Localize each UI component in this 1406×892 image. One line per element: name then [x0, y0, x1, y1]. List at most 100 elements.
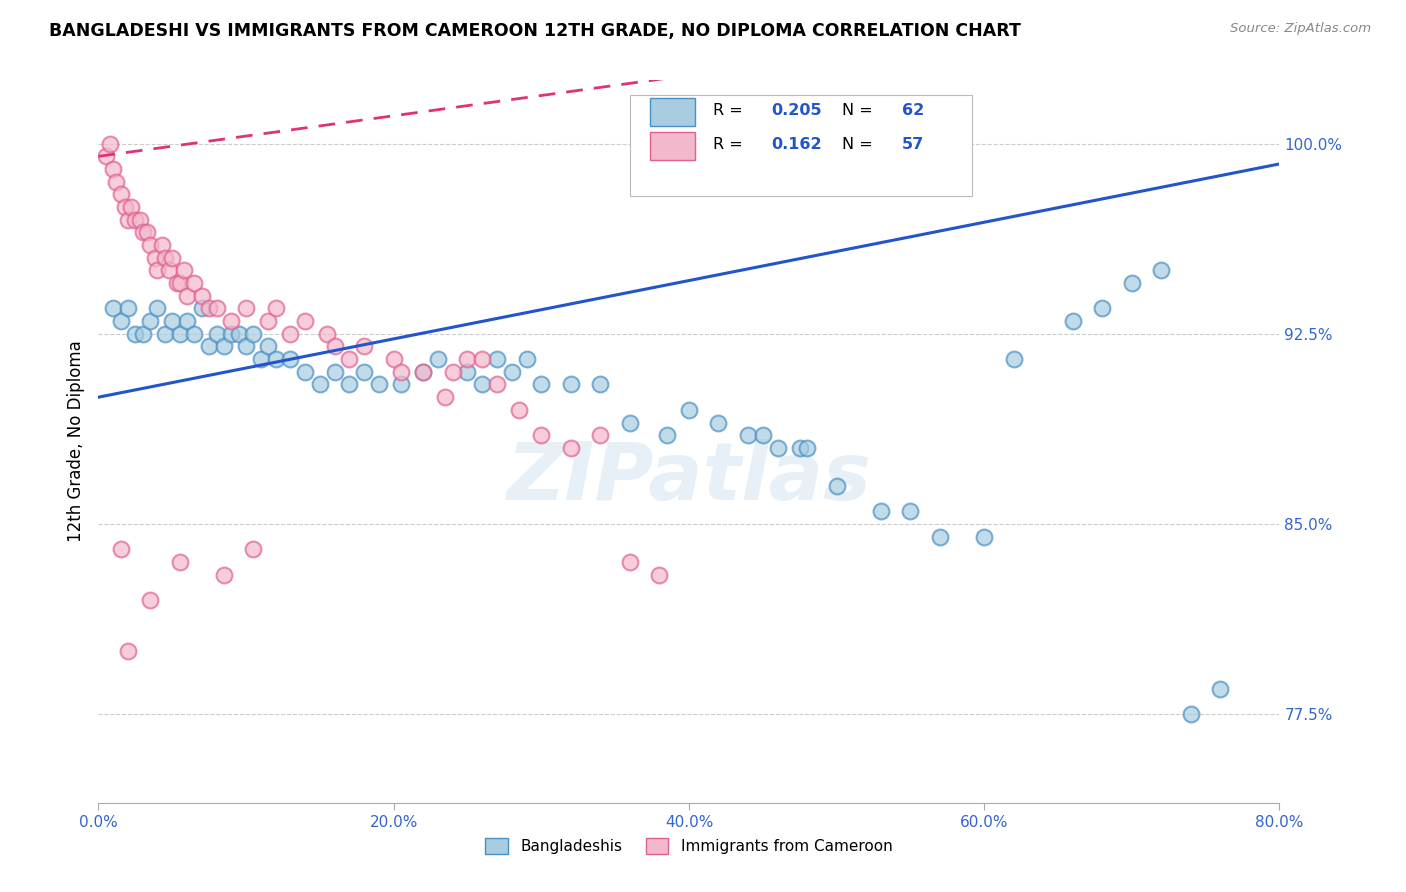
- Point: [198, 301, 221, 316]
- Text: 57: 57: [901, 137, 924, 153]
- Point: [1091, 301, 1114, 316]
- Point: [486, 377, 509, 392]
- Point: [619, 555, 641, 569]
- Point: [457, 365, 479, 379]
- Point: [117, 212, 139, 227]
- Text: R =: R =: [713, 103, 748, 119]
- Point: [98, 136, 121, 151]
- Point: [441, 365, 464, 379]
- Point: [323, 339, 346, 353]
- Point: [1121, 276, 1143, 290]
- Point: [242, 326, 264, 341]
- Bar: [650, 132, 695, 160]
- Point: [169, 276, 191, 290]
- Point: [316, 326, 339, 341]
- Point: [183, 326, 205, 341]
- Text: Source: ZipAtlas.com: Source: ZipAtlas.com: [1230, 22, 1371, 36]
- Point: [412, 365, 434, 379]
- Point: [294, 314, 316, 328]
- Point: [457, 352, 479, 367]
- Point: [412, 365, 434, 379]
- Text: ZIPatlas: ZIPatlas: [506, 439, 872, 516]
- Point: [825, 479, 848, 493]
- Point: [294, 365, 316, 379]
- Point: [136, 226, 159, 240]
- Point: [530, 377, 553, 392]
- Point: [382, 352, 405, 367]
- Point: [737, 428, 759, 442]
- Point: [162, 251, 183, 265]
- Text: BANGLADESHI VS IMMIGRANTS FROM CAMEROON 12TH GRADE, NO DIPLOMA CORRELATION CHART: BANGLADESHI VS IMMIGRANTS FROM CAMEROON …: [49, 22, 1021, 40]
- Point: [143, 251, 166, 265]
- Point: [162, 314, 183, 328]
- Point: [280, 326, 302, 341]
- Point: [146, 263, 169, 277]
- Point: [530, 428, 553, 442]
- Point: [427, 352, 450, 367]
- Point: [257, 314, 280, 328]
- Point: [103, 301, 125, 316]
- Point: [707, 416, 730, 430]
- Point: [139, 238, 162, 252]
- Point: [205, 301, 228, 316]
- Point: [368, 377, 391, 392]
- Point: [169, 326, 191, 341]
- Point: [648, 567, 671, 582]
- Point: [1002, 352, 1025, 367]
- Point: [212, 567, 235, 582]
- Point: [678, 402, 700, 417]
- Point: [139, 314, 162, 328]
- FancyBboxPatch shape: [630, 95, 973, 196]
- Point: [619, 416, 641, 430]
- Point: [560, 441, 582, 455]
- Point: [973, 530, 995, 544]
- Point: [1150, 263, 1173, 277]
- Point: [434, 390, 457, 404]
- Point: [169, 555, 191, 569]
- Point: [221, 326, 243, 341]
- Point: [103, 161, 125, 176]
- Point: [176, 314, 198, 328]
- Point: [221, 314, 243, 328]
- Point: [205, 326, 228, 341]
- Point: [150, 238, 173, 252]
- Point: [176, 289, 198, 303]
- Point: [114, 200, 136, 214]
- Bar: [650, 98, 695, 126]
- Text: 62: 62: [901, 103, 924, 119]
- Point: [264, 301, 287, 316]
- Point: [250, 352, 273, 367]
- Point: [353, 365, 375, 379]
- Point: [132, 326, 155, 341]
- Point: [94, 149, 117, 163]
- Point: [486, 352, 509, 367]
- Point: [1180, 707, 1202, 722]
- Text: R =: R =: [713, 137, 748, 153]
- Point: [110, 187, 132, 202]
- Point: [900, 504, 922, 518]
- Point: [157, 263, 180, 277]
- Point: [516, 352, 538, 367]
- Point: [139, 593, 162, 607]
- Text: 0.205: 0.205: [772, 103, 823, 119]
- Point: [280, 352, 302, 367]
- Point: [105, 175, 128, 189]
- Point: [389, 365, 412, 379]
- Point: [471, 352, 494, 367]
- Point: [353, 339, 375, 353]
- Point: [870, 504, 893, 518]
- Point: [655, 428, 678, 442]
- Point: [132, 226, 155, 240]
- Point: [257, 339, 280, 353]
- Point: [128, 212, 150, 227]
- Point: [235, 301, 257, 316]
- Text: N =: N =: [842, 103, 879, 119]
- Point: [242, 542, 264, 557]
- Point: [796, 441, 818, 455]
- Point: [929, 530, 952, 544]
- Point: [389, 377, 412, 392]
- Text: 0.162: 0.162: [772, 137, 823, 153]
- Point: [110, 314, 132, 328]
- Point: [471, 377, 494, 392]
- Point: [166, 276, 188, 290]
